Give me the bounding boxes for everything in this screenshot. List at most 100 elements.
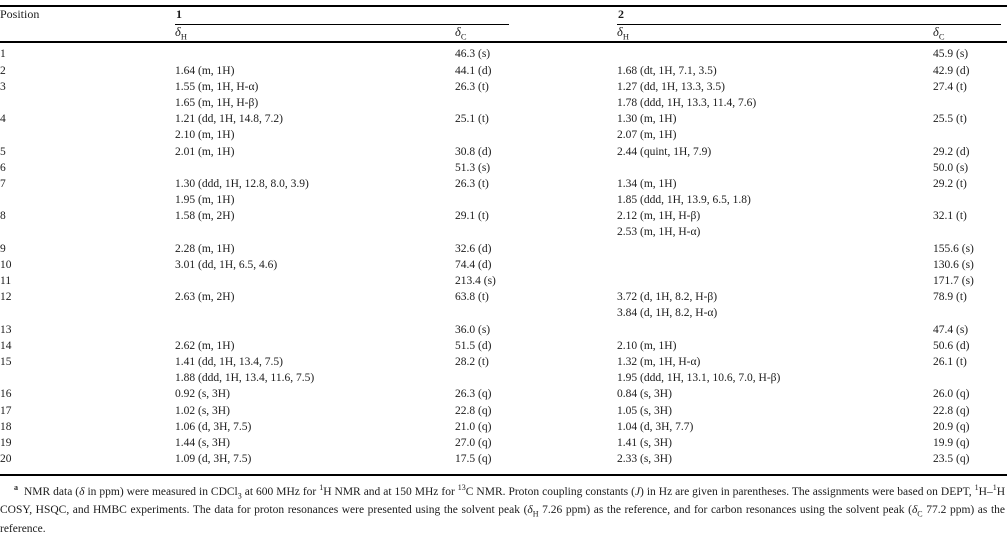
cell-line: 51.3 (s) (455, 161, 491, 174)
column-header-delta-h-2: δH (617, 25, 933, 42)
delta-subscript: C (938, 31, 945, 42)
cell-line: 12 (0, 291, 12, 304)
delta-subscript: H (622, 31, 629, 42)
cell-line: 16 (0, 388, 12, 401)
footnote-segment: H (532, 509, 539, 519)
cell-line: 47.4 (s) (933, 323, 969, 336)
compound2-delta-h-cell: 2.10 (m, 1H) (617, 338, 933, 354)
cell-line: 63.8 (t) (455, 291, 489, 304)
position-cell: 16 (0, 386, 175, 402)
compound2-delta-c-cell: 42.9 (d) (933, 63, 1007, 79)
table-row: 7 1.30 (ddd, 1H, 12.8, 8.0, 3.9) 1.95 (m, … (0, 176, 1007, 208)
table-row: 17 1.02 (s, 3H) 22.8 (q) 1.05 (s, 3H) 22.8 (… (0, 403, 1007, 419)
cell-line: 46.3 (s) (455, 48, 491, 61)
cell-line: 15 (0, 355, 12, 368)
footnote-segment: in ppm) were measured in CDCl (84, 486, 238, 499)
footnote-segment: J (634, 486, 641, 499)
cell-line: 2.28 (m, 1H) (175, 242, 235, 255)
table-row: 15 1.41 (dd, 1H, 13.4, 7.5) 1.88 (ddd, 1H,… (0, 354, 1007, 386)
table-row: 2 1.64 (m, 1H) 44.1 (d) 1.68 (dt, 1H, 7.1, … (0, 63, 1007, 79)
cell-line: 17 (0, 404, 12, 417)
compound2-delta-h-cell: 1.27 (dd, 1H, 13.3, 3.5) 1.78 (ddd, 1H, 1… (617, 79, 933, 111)
compound1-delta-c-cell: 25.1 (t) (455, 111, 617, 143)
delta-symbol: δ (933, 25, 939, 39)
cell-line: 1.34 (m, 1H) (617, 177, 677, 190)
cell-line: 4 (0, 113, 6, 126)
compound1-delta-c-cell: 17.5 (q) (455, 451, 617, 467)
table-row: 4 1.21 (dd, 1H, 14.8, 7.2) 2.10 (m, 1H) 25.… (0, 111, 1007, 143)
compound2-delta-c-cell: 32.1 (t) (933, 208, 1007, 240)
cell-line: 1.04 (d, 3H, 7.7) (617, 420, 694, 433)
compound1-delta-h-cell: 2.62 (m, 1H) (175, 338, 455, 354)
cell-line: 2.10 (m, 1H) (175, 129, 235, 142)
compound2-delta-c-cell: 50.0 (s) (933, 160, 1007, 176)
cell-line: 50.0 (s) (933, 161, 969, 174)
footnote-segment: H COSY, HSQC, and HMBC experiments. The … (0, 486, 1006, 517)
cell-line: 1.55 (m, 1H, H-α) (175, 80, 259, 93)
compound1-delta-c-cell: 74.4 (d) (455, 257, 617, 273)
cell-line: 26.3 (t) (455, 177, 489, 190)
footnote-segment: ) in Hz are given in parentheses. The as… (640, 486, 975, 499)
column-header-delta-c-2: δC (933, 25, 1007, 42)
compound2-delta-h-cell (617, 160, 933, 176)
footnote-segment: H– (978, 486, 993, 499)
position-cell: 1 (0, 42, 175, 62)
table-row: 6 51.3 (s) 50.0 (s) (0, 160, 1007, 176)
compound1-delta-h-cell: 1.55 (m, 1H, H-α) 1.65 (m, 1H, H-β) (175, 79, 455, 111)
column-header-position: Position (0, 7, 40, 21)
cell-line: 50.6 (d) (933, 339, 970, 352)
cell-line: 0.84 (s, 3H) (617, 388, 672, 401)
compound2-delta-c-cell: 171.7 (s) (933, 273, 1007, 289)
compound1-delta-h-cell: 1.21 (dd, 1H, 14.8, 7.2) 2.10 (m, 1H) (175, 111, 455, 143)
compound2-delta-c-cell: 29.2 (d) (933, 144, 1007, 160)
compound1-delta-c-cell: 36.0 (s) (455, 322, 617, 338)
compound1-delta-c-cell: 213.4 (s) (455, 273, 617, 289)
position-cell: 17 (0, 403, 175, 419)
cell-line: 19 (0, 436, 12, 449)
compound2-delta-h-cell: 1.30 (m, 1H) 2.07 (m, 1H) (617, 111, 933, 143)
position-cell: 6 (0, 160, 175, 176)
delta-subscript: H (180, 31, 187, 42)
compound2-delta-c-cell: 27.4 (t) (933, 79, 1007, 111)
footnote-segment: 77.2 ppm) as the reference. (0, 504, 1006, 535)
position-cell: 11 (0, 273, 175, 289)
cell-line: 213.4 (s) (455, 275, 496, 288)
table-row: 16 0.92 (s, 3H) 26.3 (q) 0.84 (s, 3H) 26.0 (… (0, 386, 1007, 402)
cell-line: 2.33 (s, 3H) (617, 453, 672, 466)
compound1-delta-h-cell (175, 160, 455, 176)
compound1-delta-c-cell: 22.8 (q) (455, 403, 617, 419)
footnote-segment: H NMR and at 150 MHz for (323, 486, 458, 499)
compound1-delta-h-cell: 1.30 (ddd, 1H, 12.8, 8.0, 3.9) 1.95 (m, 1… (175, 176, 455, 208)
compound2-delta-c-cell: 130.6 (s) (933, 257, 1007, 273)
cell-line: 9 (0, 242, 6, 255)
cell-line: 51.5 (d) (455, 339, 492, 352)
cell-line: 44.1 (d) (455, 64, 492, 77)
cell-line: 20.9 (q) (933, 420, 970, 433)
compound1-delta-h-cell: 3.01 (dd, 1H, 6.5, 4.6) (175, 257, 455, 273)
table-row: 5 2.01 (m, 1H) 30.8 (d) 2.44 (quint, 1H, 7.… (0, 144, 1007, 160)
compound1-delta-c-cell: 44.1 (d) (455, 63, 617, 79)
cell-line: 1.27 (dd, 1H, 13.3, 3.5) (617, 80, 725, 93)
compound1-delta-h-cell: 1.09 (d, 3H, 7.5) (175, 451, 455, 467)
cell-line: 1.05 (s, 3H) (617, 404, 672, 417)
table-row: 11 213.4 (s) 171.7 (s) (0, 273, 1007, 289)
position-cell: 7 (0, 176, 175, 208)
table-footnote: a NMR data (δ in ppm) were measured in CD… (0, 474, 1007, 536)
compound2-delta-c-cell: 78.9 (t) (933, 289, 1007, 321)
position-cell: 18 (0, 419, 175, 435)
compound2-delta-c-cell: 50.6 (d) (933, 338, 1007, 354)
cell-line: 2.62 (m, 1H) (175, 339, 235, 352)
footnote-segment: δ (911, 504, 918, 517)
cell-line: 32.1 (t) (933, 210, 967, 223)
cell-line: 27.0 (q) (455, 436, 492, 449)
cell-line: 1.41 (dd, 1H, 13.4, 7.5) (175, 355, 283, 368)
compound2-delta-h-cell: 2.12 (m, 1H, H-β) 2.53 (m, 1H, H-α) (617, 208, 933, 240)
cell-line: 26.3 (q) (455, 388, 492, 401)
compound2-delta-h-cell (617, 241, 933, 257)
table-row: 18 1.06 (d, 3H, 7.5) 21.0 (q) 1.04 (d, 3H, … (0, 419, 1007, 435)
position-cell: 9 (0, 241, 175, 257)
cell-line: 1.58 (m, 2H) (175, 210, 235, 223)
cell-line: 1.95 (m, 1H) (175, 194, 235, 207)
compound2-delta-h-cell: 1.04 (d, 3H, 7.7) (617, 419, 933, 435)
